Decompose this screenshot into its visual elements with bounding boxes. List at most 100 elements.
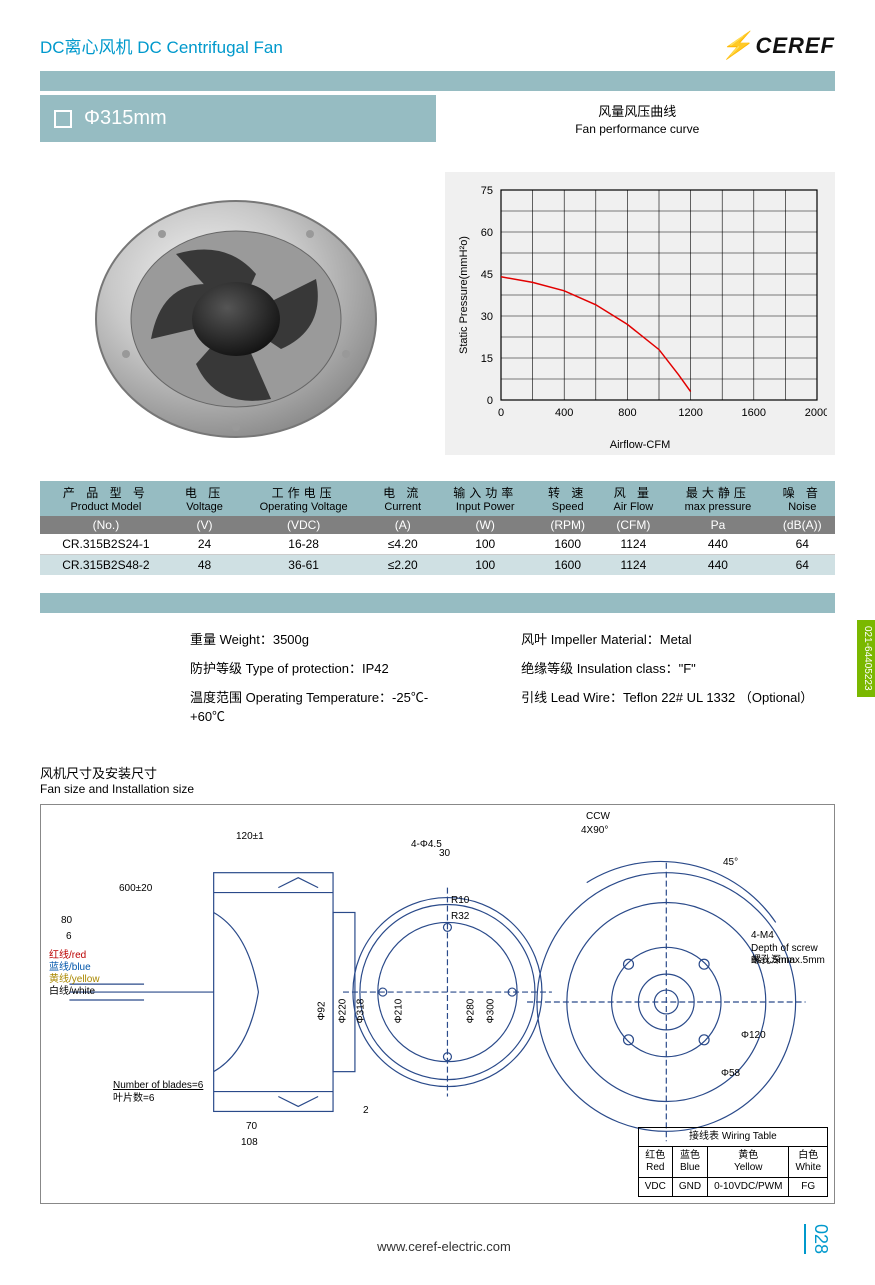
drawing-title-en: Fan size and Installation size [40,782,835,796]
dim-318: Φ318 [355,999,367,1024]
info-item: 绝缘等级 Insulation class："F" [521,658,811,677]
info-item: 温度范围 Operating Temperature：-25℃-+60℃ [190,687,461,725]
wiring-cell: FG [789,1178,828,1197]
fan-illustration [86,184,386,444]
divider-bar [40,71,835,91]
wire-blue: 蓝线/blue [49,962,91,974]
spec-unit: (CFM) [600,516,666,534]
spec-cell: 48 [172,555,237,576]
spec-cell: 36-61 [237,555,370,576]
dim-80: 80 [61,915,72,927]
logo-text: CEREF [755,33,835,59]
svg-text:75: 75 [481,185,493,197]
spec-header: 工作电压Operating Voltage [237,481,370,516]
spec-header: 噪 音Noise [770,481,835,516]
technical-drawing: CCW 4X90° 45° 120±1 600±20 80 6 4-Φ4.5 3… [40,804,835,1204]
page-header: DC离心风机 DC Centrifugal Fan ⚡ CEREF [40,30,835,61]
checkbox-icon [54,110,72,128]
spec-cell: 440 [666,534,769,555]
info-block: 重量 Weight：3500g 防护等级 Type of protection：I… [40,593,835,741]
spec-cell: 100 [435,555,535,576]
spec-unit: (No.) [40,516,172,534]
wiring-title: 接线表 Wiring Table [638,1128,827,1147]
spec-cell: 440 [666,555,769,576]
dim-300: Φ300 [485,999,497,1024]
size-label: Φ315mm [84,107,167,130]
bolt-icon: ⚡ [720,30,753,61]
wire-red: 红线/red [49,950,86,962]
dim-depth-cn: 螺孔深max.5mm [751,955,825,967]
spec-header: 转 速Speed [535,481,600,516]
page-number: 028 [804,1224,831,1254]
svg-text:60: 60 [481,227,493,239]
spec-cell: 1600 [535,555,600,576]
wiring-header: 黄色Yellow [708,1147,789,1178]
wiring-cell: VDC [638,1178,672,1197]
spec-cell: CR.315B2S48-2 [40,555,172,576]
spec-cell: CR.315B2S24-1 [40,534,172,555]
svg-text:30: 30 [481,311,493,323]
footer-url: www.ceref-electric.com [84,1239,804,1254]
wiring-cell: GND [672,1178,707,1197]
spec-cell: 100 [435,534,535,555]
spec-cell: 16-28 [237,534,370,555]
chart-svg: 040080012001600200001530456075Static Pre… [453,180,827,430]
spec-header: 电 流Current [370,481,435,516]
dim-70: 70 [246,1121,257,1133]
spec-cell: 1124 [600,555,666,576]
subheader-row: Φ315mm 风量风压曲线 Fan performance curve [40,95,835,142]
dim-6: 6 [66,931,72,943]
dim-45: 45° [723,857,738,869]
dim-210: Φ210 [393,999,405,1024]
dim-m4: 4-M4 [751,930,774,942]
spec-unit: (RPM) [535,516,600,534]
spec-cell: 1600 [535,534,600,555]
spec-header: 产 品 型 号Product Model [40,481,172,516]
info-item: 风叶 Impeller Material：Metal [521,629,811,648]
brand-logo: ⚡ CEREF [720,30,835,61]
side-contact-tab: 021-64405223 [857,620,875,697]
dim-2: 2 [363,1105,369,1117]
spec-unit: (V) [172,516,237,534]
svg-text:400: 400 [555,407,573,419]
svg-text:1600: 1600 [742,407,766,419]
spec-unit: (A) [370,516,435,534]
spec-cell: 1124 [600,534,666,555]
spec-header: 最大静压max pressure [666,481,769,516]
info-item: 重量 Weight：3500g [190,629,461,648]
performance-chart: 040080012001600200001530456075Static Pre… [443,172,836,455]
svg-text:0: 0 [498,407,504,419]
info-item: 引线 Lead Wire：Teflon 22# UL 1332 （Optiona… [521,687,811,706]
drawing-title-cn: 风机尺寸及安装尺寸 [40,763,835,782]
svg-text:Static Pressure(mmH²o): Static Pressure(mmH²o) [458,236,470,354]
wire-yellow: 黄线/yellow [49,974,100,986]
spec-header: 输入功率Input Power [435,481,535,516]
svg-text:1200: 1200 [678,407,702,419]
wire-white: 白线/white [49,986,95,998]
curve-title-cn: 风量风压曲线 [454,101,822,120]
svg-text:0: 0 [487,395,493,407]
dim-4x90: 4X90° [581,825,608,837]
spec-unit: Pa [666,516,769,534]
info-bar [40,593,835,613]
spec-header: 风 量Air Flow [600,481,666,516]
dim-4-45: 4-Φ4.5 [411,839,442,851]
dim-r10: R10 [451,895,469,907]
wiring-table: 接线表 Wiring Table 红色Red蓝色Blue黄色Yellow白色Wh… [638,1127,828,1197]
blades-en: Number of blades=6 [113,1080,203,1092]
curve-title-en: Fan performance curve [454,122,822,136]
spec-cell: 24 [172,534,237,555]
svg-text:15: 15 [481,353,493,365]
svg-text:2000: 2000 [805,407,827,419]
dim-220: Φ220 [337,999,349,1024]
wiring-header: 白色White [789,1147,828,1178]
svg-text:45: 45 [481,269,493,281]
info-item: 防护等级 Type of protection：IP42 [190,658,461,677]
spec-cell: ≤4.20 [370,534,435,555]
spec-unit: (W) [435,516,535,534]
size-badge: Φ315mm [40,95,436,142]
dim-280: Φ280 [465,999,477,1024]
spec-cell: ≤2.20 [370,555,435,576]
wiring-header: 蓝色Blue [672,1147,707,1178]
curve-title: 风量风压曲线 Fan performance curve [440,95,836,142]
